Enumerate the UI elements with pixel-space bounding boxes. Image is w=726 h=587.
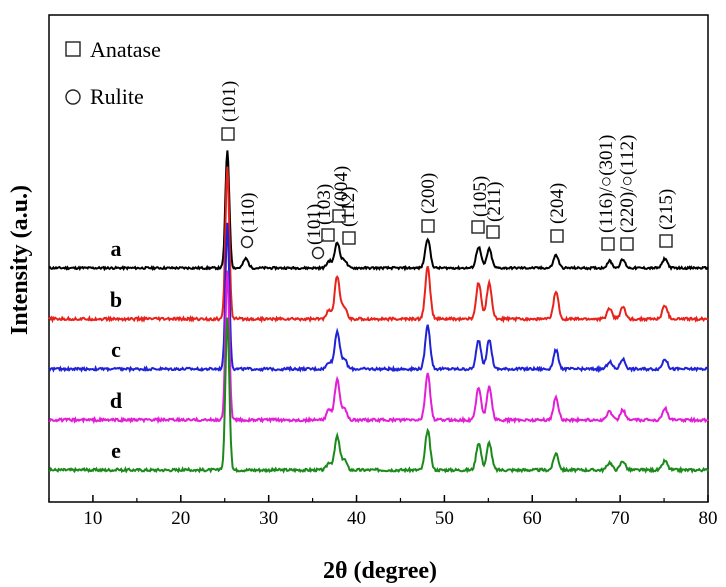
x-axis-ticks: 10 20 30 40 50 60 70 80 (48, 495, 718, 529)
anatase-marker (550, 229, 564, 243)
anatase-marker (471, 220, 485, 234)
peak-label: (112) (338, 187, 359, 227)
peak-label: (211) (484, 182, 505, 222)
peak-label: (110) (238, 193, 259, 233)
anatase-marker (332, 209, 346, 223)
x-tick-label: 80 (699, 508, 718, 529)
series-label-d: d (110, 388, 122, 413)
series-line-e (48, 317, 709, 474)
series-label-c: c (111, 337, 121, 362)
rutile-marker (240, 235, 254, 249)
series-line-b (48, 166, 709, 324)
series-label-b: b (110, 287, 122, 312)
legend: Anatase Rulite (65, 37, 161, 109)
legend-rutile-symbol (65, 89, 81, 105)
x-tick-label: 20 (171, 508, 190, 529)
series-layer: a bc de (48, 150, 709, 474)
peak-label: (204) (547, 183, 568, 224)
anatase-marker (486, 225, 500, 239)
anatase-marker (321, 228, 335, 242)
x-tick-label: 40 (347, 508, 366, 529)
x-tick-label: 60 (523, 508, 542, 529)
peak-label: (103) (314, 184, 335, 225)
peak-label: (105) (470, 176, 491, 217)
series-label-e: e (111, 438, 121, 463)
rutile-marker (311, 246, 325, 260)
peak-label: (116)/○(301) (596, 135, 617, 233)
x-tick-label: 10 (83, 508, 102, 529)
x-axis-title: 2θ (degree) (323, 558, 437, 584)
peak-label: (215) (656, 189, 677, 230)
peak-label: (101) (304, 204, 325, 245)
y-axis-title: Intensity (a.u.) (7, 185, 33, 335)
series-line-d (48, 270, 709, 425)
series-line-a (48, 150, 709, 272)
anatase-marker (659, 234, 673, 248)
peak-label: (220)/○(112) (617, 135, 638, 233)
legend-anatase-label: Anatase (90, 37, 161, 62)
legend-rutile-label: Rulite (90, 84, 144, 109)
peak-label: (200) (418, 173, 439, 214)
peak-label: (101) (219, 81, 240, 122)
legend-anatase-symbol (65, 41, 81, 57)
series-line-c (48, 222, 709, 374)
anatase-marker (421, 219, 435, 233)
x-tick-label: 30 (259, 508, 278, 529)
plot-frame (48, 14, 709, 503)
anatase-marker (342, 231, 356, 245)
x-tick-label: 50 (435, 508, 454, 529)
anatase-marker (620, 237, 634, 251)
series-label-a: a (111, 236, 122, 261)
peak-annotations: (101)(110) (101)(103)(004)(112) (200) (105)… (219, 81, 677, 260)
peak-label: (004) (331, 166, 352, 207)
x-tick-label: 70 (611, 508, 630, 529)
anatase-marker (221, 127, 235, 141)
anatase-marker (601, 237, 615, 251)
